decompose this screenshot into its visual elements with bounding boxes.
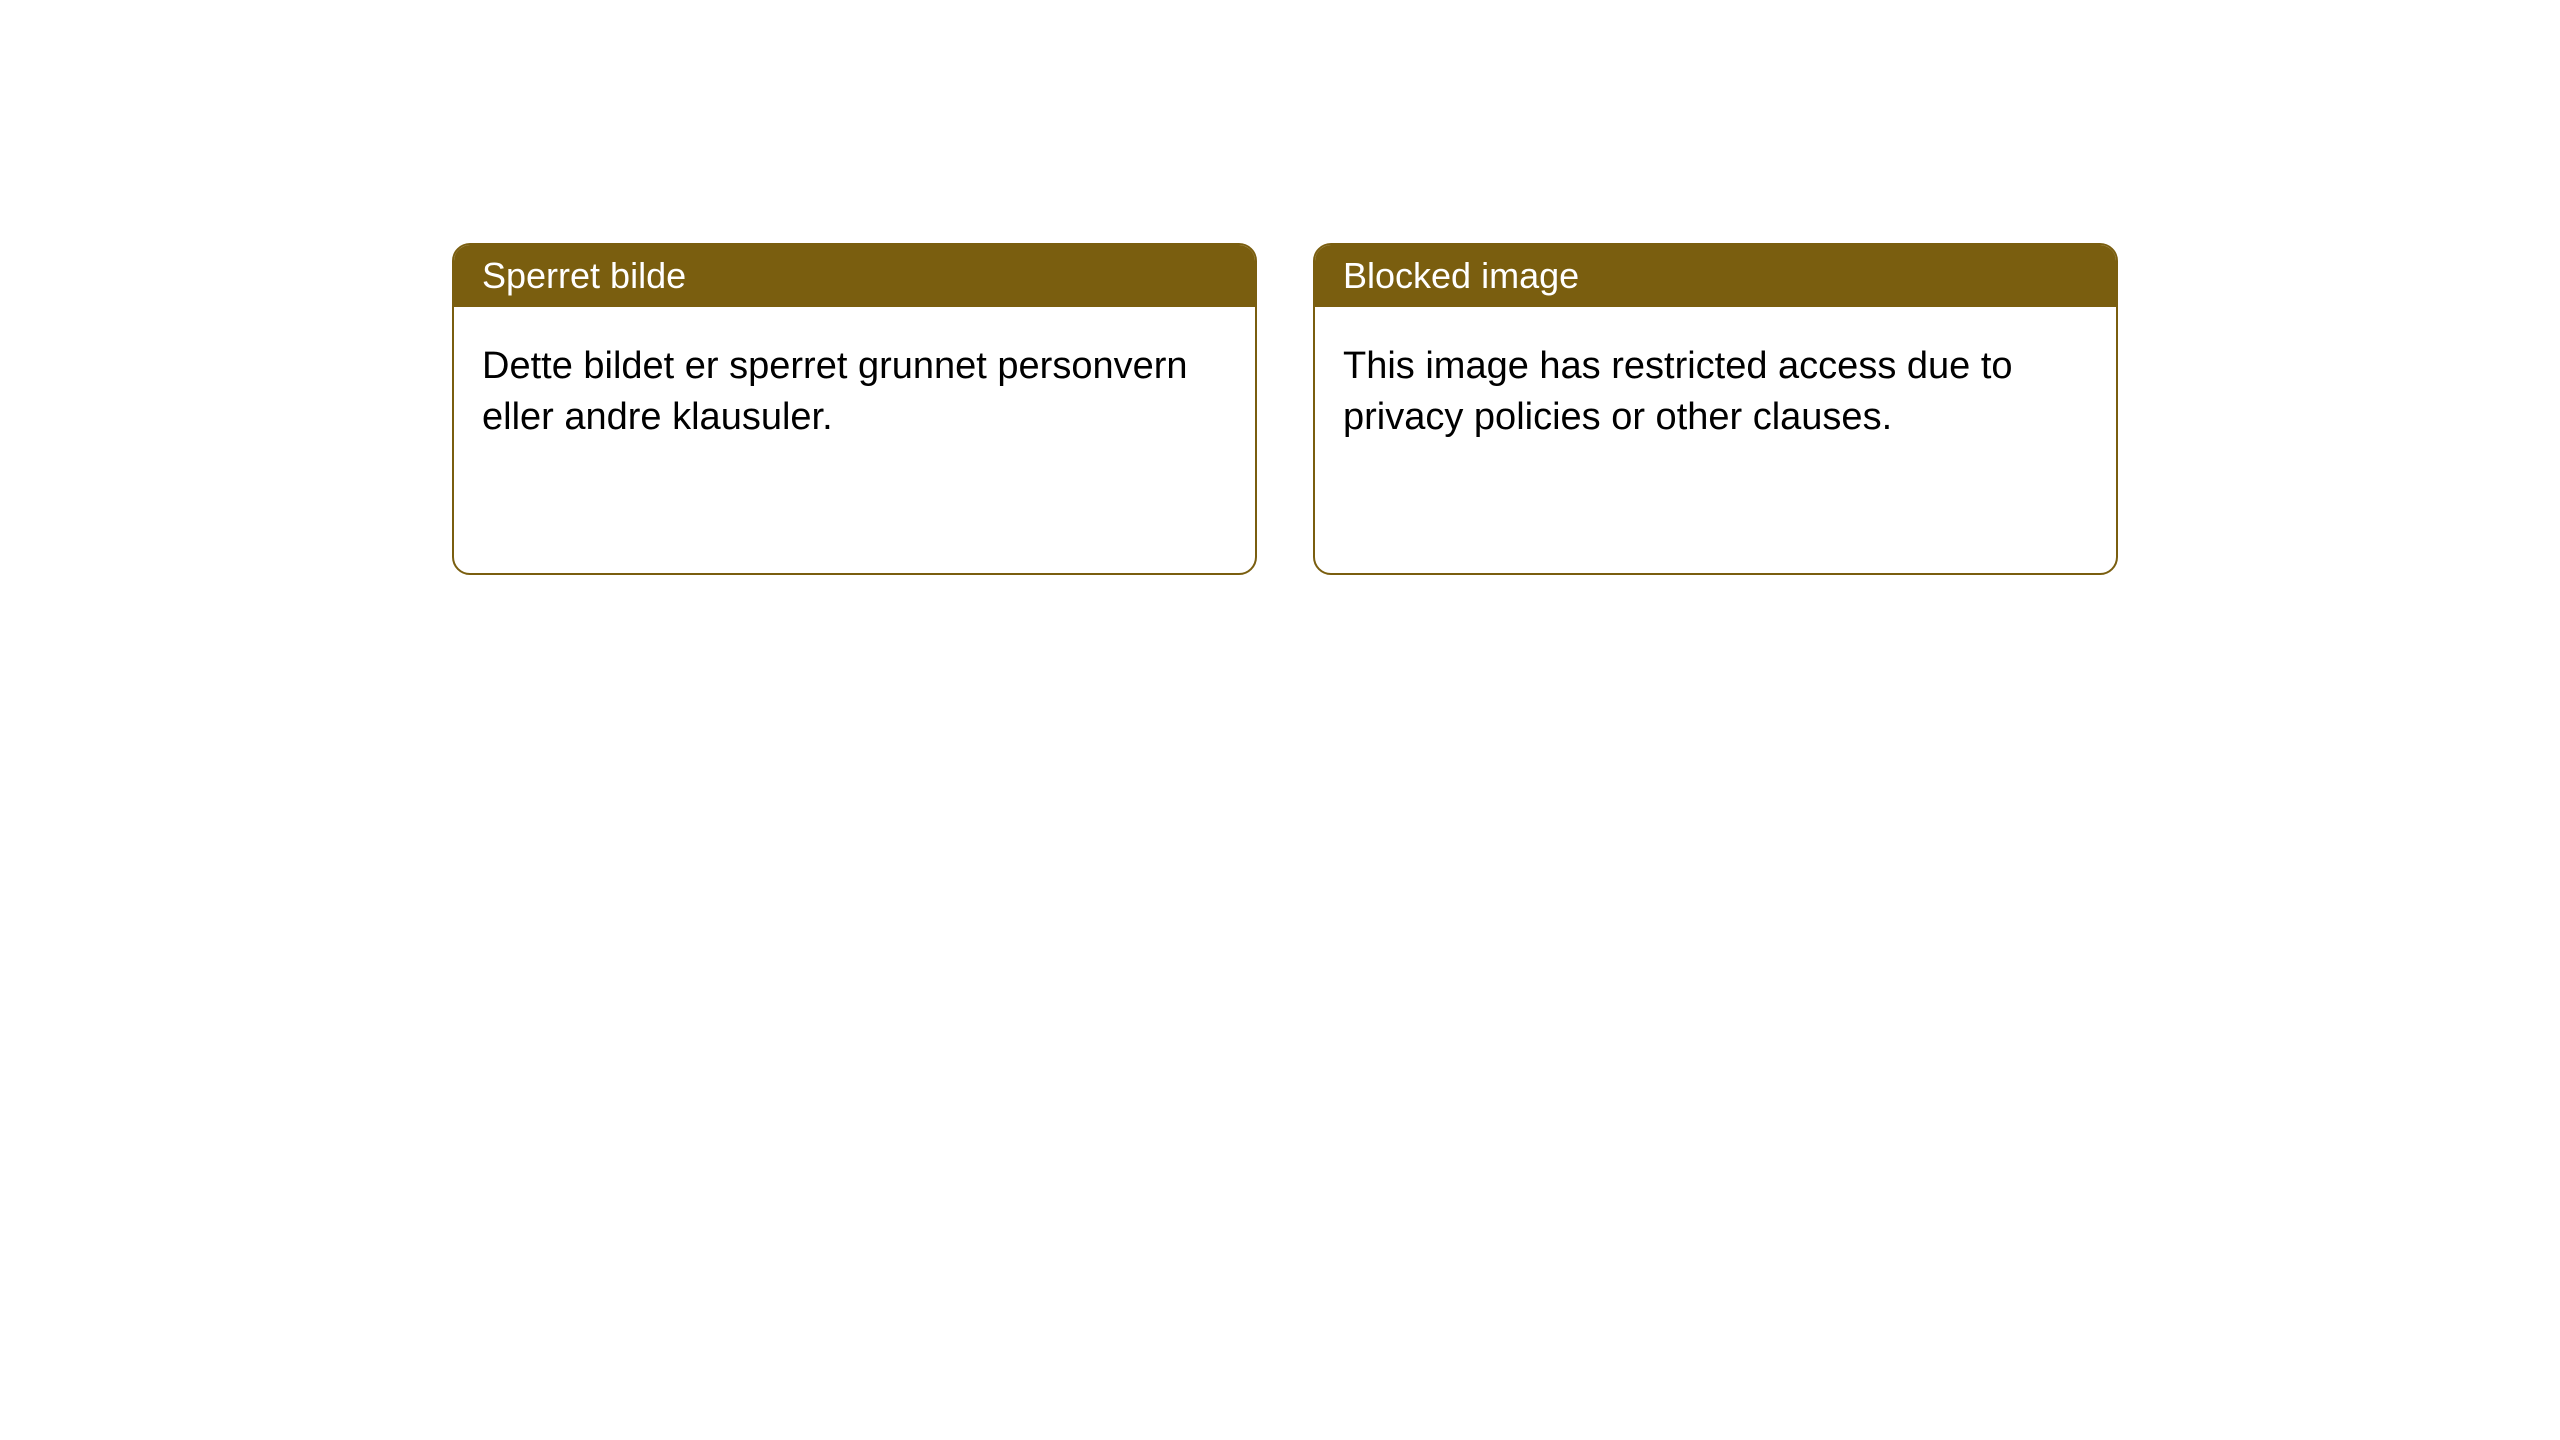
notice-title: Blocked image <box>1315 245 2116 307</box>
notice-body: This image has restricted access due to … <box>1315 307 2116 478</box>
notice-card-norwegian: Sperret bilde Dette bildet er sperret gr… <box>452 243 1257 575</box>
notice-title: Sperret bilde <box>454 245 1255 307</box>
blocked-image-notices: Sperret bilde Dette bildet er sperret gr… <box>452 243 2118 575</box>
notice-card-english: Blocked image This image has restricted … <box>1313 243 2118 575</box>
notice-body: Dette bildet er sperret grunnet personve… <box>454 307 1255 478</box>
